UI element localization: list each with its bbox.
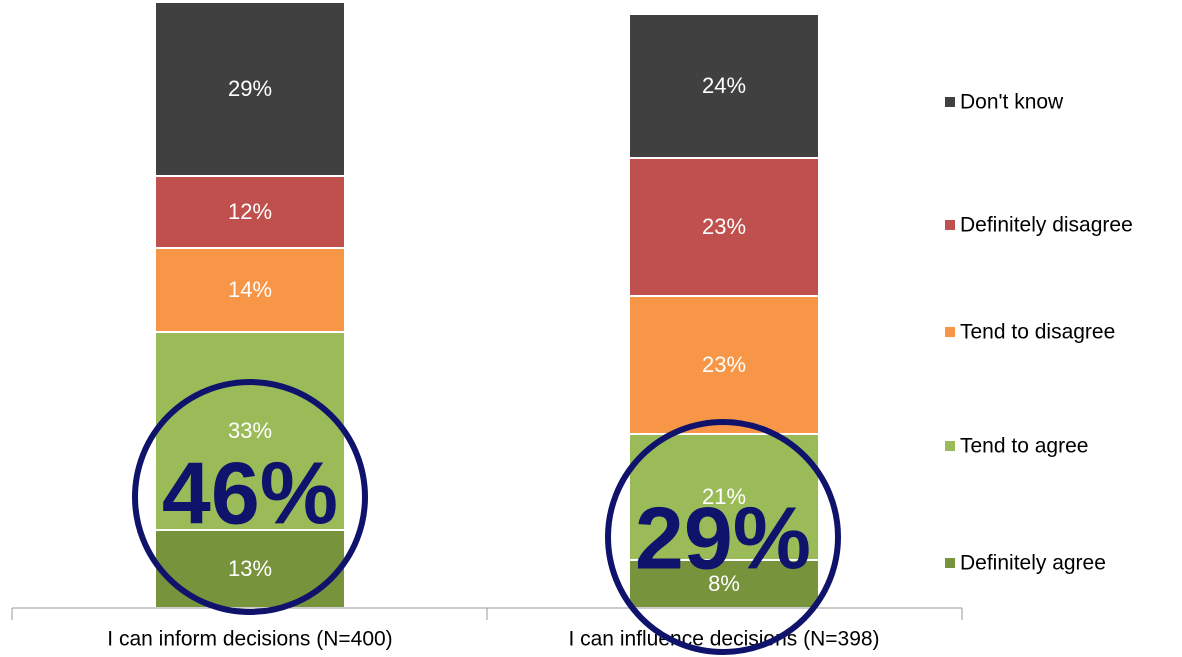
value-label: 21%	[702, 484, 746, 509]
legend-label: Tend to disagree	[960, 321, 1115, 344]
bar-segment	[628, 433, 820, 561]
bar-segment	[154, 175, 346, 249]
bar-segment	[628, 157, 820, 297]
legend-label: Definitely disagree	[960, 214, 1133, 237]
value-label: 8%	[708, 571, 740, 596]
legend-label: Tend to agree	[960, 435, 1088, 458]
bar-segment	[154, 1, 346, 177]
value-label: 29%	[228, 76, 272, 101]
x-tick-label: I can inform decisions (N=400)	[107, 628, 392, 651]
legend-swatch	[945, 441, 955, 451]
x-tick-label: I can influence decisions (N=398)	[568, 628, 879, 651]
annotation-circle	[605, 419, 841, 655]
legend-swatch	[945, 97, 955, 107]
annotation: 29%	[635, 488, 811, 587]
value-label: 33%	[228, 418, 272, 443]
value-label: 24%	[702, 73, 746, 98]
bar-segment	[154, 331, 346, 531]
annotation-circle	[132, 379, 368, 615]
value-label: 12%	[228, 199, 272, 224]
bar-segment	[628, 295, 820, 435]
value-label: 13%	[228, 556, 272, 581]
value-label: 23%	[702, 214, 746, 239]
legend-swatch	[945, 220, 955, 230]
legend-swatch	[945, 558, 955, 568]
annotation: 46%	[162, 443, 338, 542]
legend-label: Don't know	[960, 91, 1064, 114]
bar-segment	[628, 13, 820, 159]
bar-segment	[628, 559, 820, 609]
value-label: 14%	[228, 277, 272, 302]
legend-label: Definitely agree	[960, 552, 1106, 575]
legend-swatch	[945, 327, 955, 337]
value-label: 23%	[702, 352, 746, 377]
